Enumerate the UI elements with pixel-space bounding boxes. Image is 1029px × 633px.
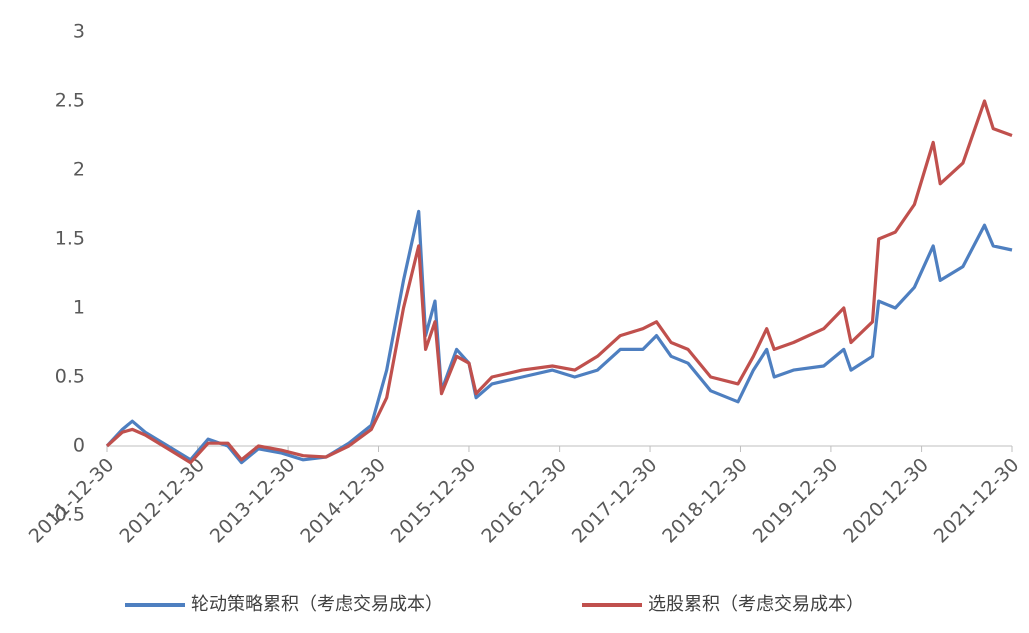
y-tick-label: 3: [73, 21, 85, 43]
x-tick-label: 2011-12-30: [25, 454, 119, 548]
x-tick-label: 2020-12-30: [839, 454, 933, 548]
x-tick-label: 2021-12-30: [930, 454, 1024, 548]
y-tick-label: 0: [73, 435, 85, 457]
y-tick-label: 1.5: [55, 228, 85, 250]
y-tick-label: 0.5: [55, 366, 85, 388]
y-tick-label: 2.5: [55, 90, 85, 112]
x-tick-label: 2013-12-30: [206, 454, 300, 548]
x-tick-label: 2017-12-30: [568, 454, 662, 548]
series-line: [105, 99, 1013, 465]
x-tick-label: 2012-12-30: [115, 454, 209, 548]
y-tick-label: 1: [73, 297, 85, 319]
x-tick-label: 2015-12-30: [387, 454, 481, 548]
y-tick-label: 2: [73, 159, 85, 181]
x-tick-label: 2019-12-30: [749, 454, 843, 548]
y-tick-label: -0.5: [48, 504, 85, 526]
x-tick-label: 2018-12-30: [658, 454, 752, 548]
legend-label: 选股累积（考虑交易成本）: [648, 594, 864, 615]
legend-label: 轮动策略累积（考虑交易成本）: [191, 594, 443, 615]
x-tick-label: 2016-12-30: [477, 454, 571, 548]
x-tick-label: 2014-12-30: [296, 454, 390, 548]
series-line: [105, 209, 1013, 465]
